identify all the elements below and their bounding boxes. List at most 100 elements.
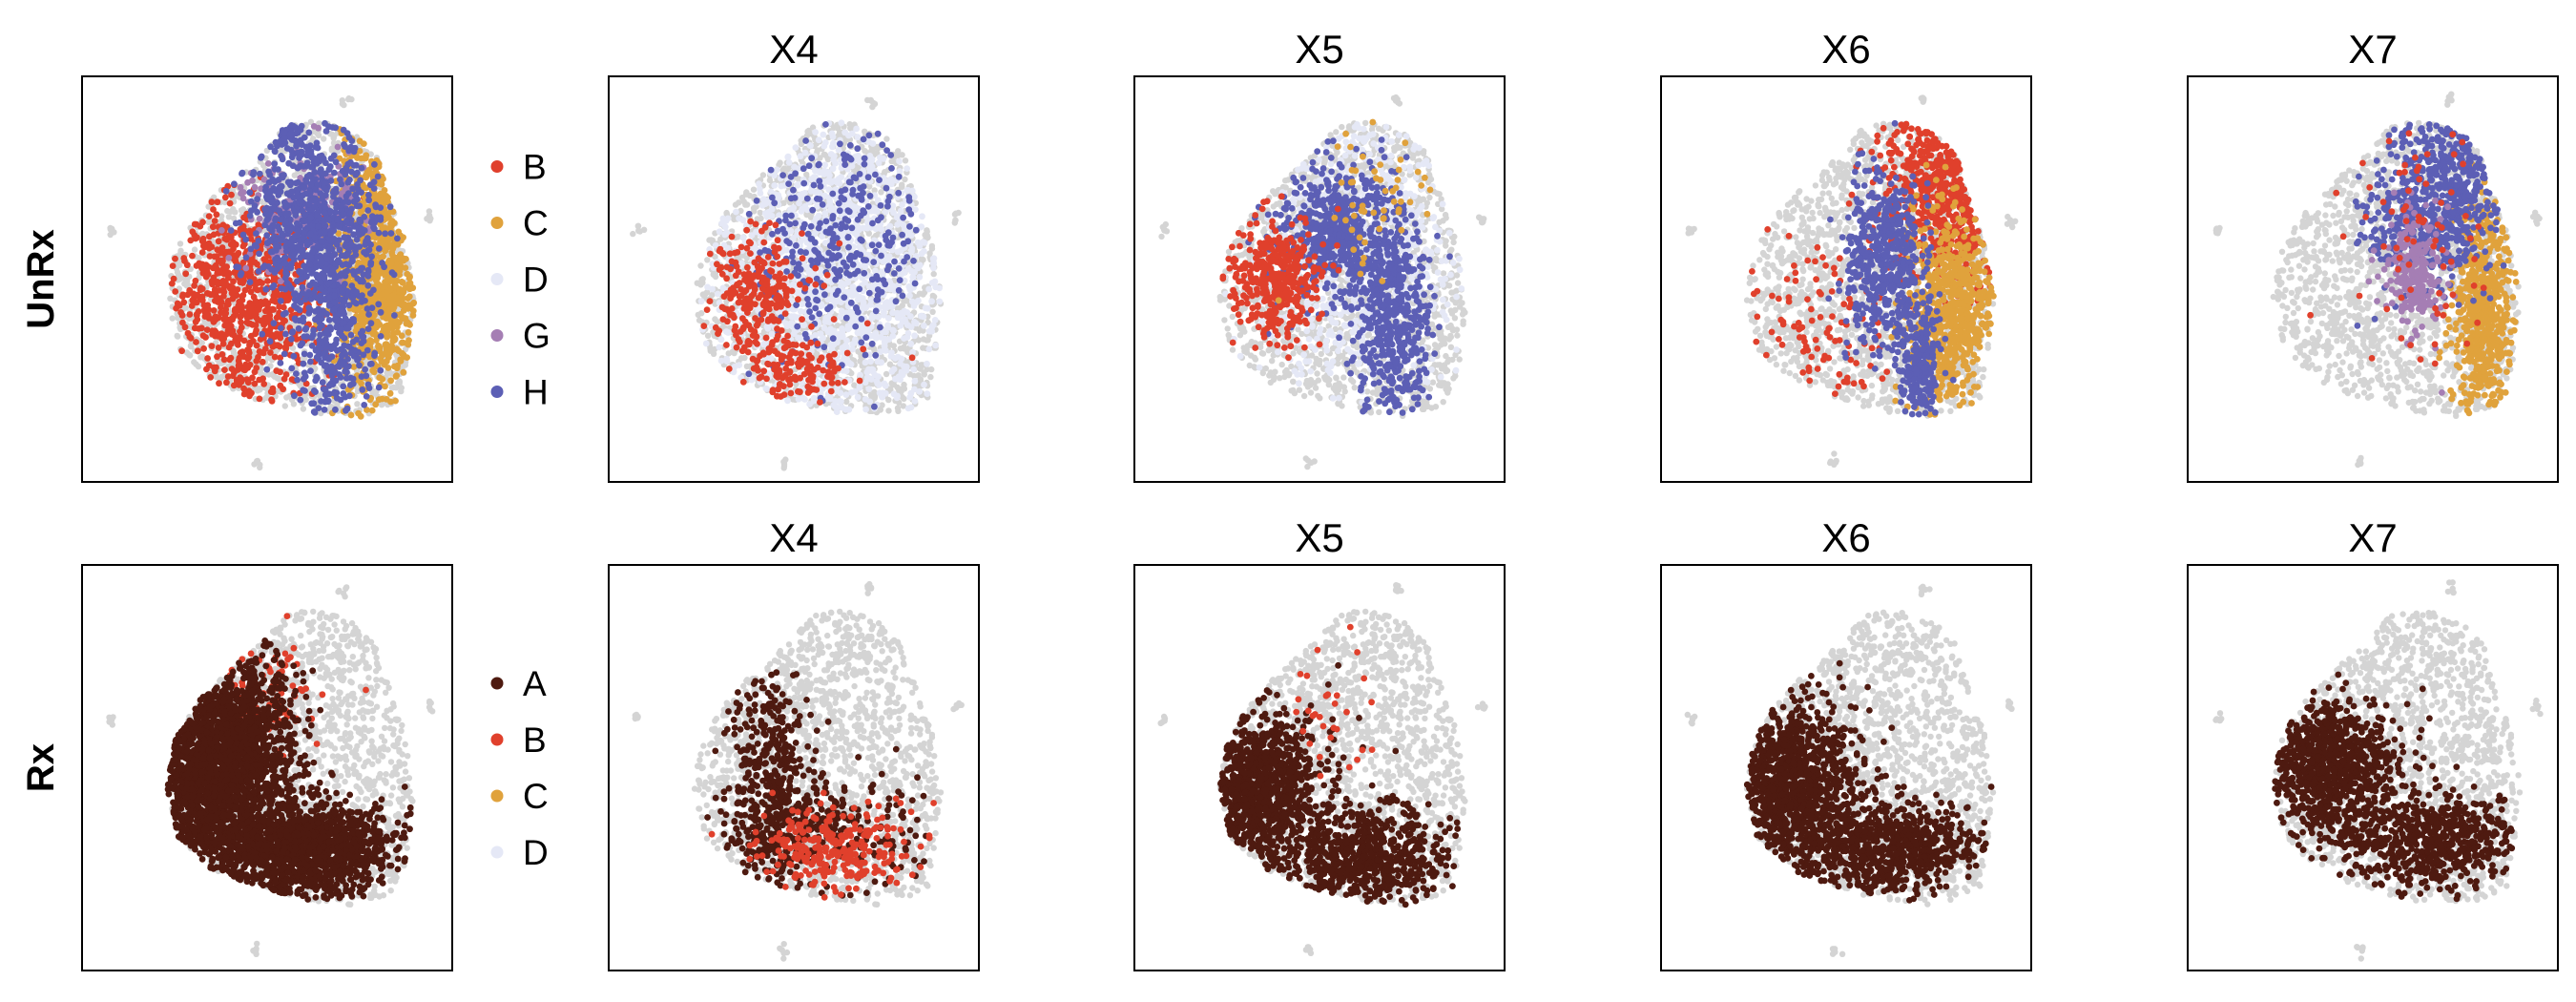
point-C: [397, 356, 404, 363]
point-B: [171, 276, 177, 282]
point-H: [254, 196, 260, 202]
point-B: [196, 308, 202, 315]
point-C: [390, 330, 397, 337]
background-point: [321, 136, 326, 141]
point-H: [331, 170, 338, 177]
point-B: [216, 238, 222, 244]
point-G: [244, 179, 251, 186]
point-C: [378, 191, 384, 198]
background-point: [224, 208, 230, 214]
point-H: [338, 181, 344, 188]
point-C: [390, 306, 397, 313]
point-C: [374, 319, 381, 325]
point-B: [204, 355, 211, 362]
point-H: [256, 251, 262, 258]
point-B: [219, 244, 226, 251]
background-point: [255, 387, 260, 393]
point-B: [248, 272, 255, 279]
point-B: [255, 287, 261, 294]
point-B: [246, 387, 253, 394]
panel-all: [82, 76, 452, 482]
point-B: [239, 376, 245, 383]
point-B: [277, 344, 283, 350]
point-B: [239, 280, 246, 286]
point-B: [228, 355, 235, 362]
point-C: [406, 293, 413, 300]
point-B: [231, 383, 238, 389]
point-G: [335, 144, 342, 151]
point-B: [236, 250, 242, 257]
point-B: [212, 218, 218, 224]
background-point: [175, 333, 180, 339]
background-point: [175, 269, 180, 275]
point-C: [380, 253, 386, 260]
point-C: [410, 307, 417, 314]
point-B: [205, 290, 212, 297]
background-point: [191, 359, 197, 365]
point-H: [223, 188, 230, 195]
point-B: [225, 302, 232, 308]
point-B: [189, 253, 196, 260]
point-G: [252, 184, 259, 191]
point-C: [363, 152, 369, 158]
background-point: [196, 364, 201, 369]
point-H: [238, 272, 244, 279]
point-B: [266, 312, 273, 319]
point-B: [222, 195, 229, 201]
point-B: [230, 279, 237, 285]
point-C: [405, 329, 412, 336]
point-C: [357, 137, 364, 144]
point-B: [221, 356, 228, 363]
point-H: [394, 236, 401, 242]
background-point: [292, 173, 298, 178]
point-H: [278, 298, 284, 304]
point-B: [189, 228, 196, 235]
point-G: [265, 160, 272, 167]
point-C: [384, 332, 391, 339]
point-B: [206, 245, 213, 252]
background-point: [177, 262, 182, 268]
point-B: [252, 330, 259, 337]
point-G: [225, 255, 232, 261]
point-C: [399, 302, 405, 308]
point-B: [248, 305, 255, 312]
point-B: [235, 303, 241, 309]
point-C: [391, 337, 398, 344]
point-G: [242, 265, 249, 272]
point-C: [385, 365, 392, 371]
point-B: [209, 281, 216, 287]
point-B: [256, 280, 262, 286]
point-H: [268, 266, 275, 273]
background-point: [258, 370, 263, 376]
point-C: [358, 323, 364, 329]
point-B: [270, 388, 277, 395]
point-B: [257, 396, 263, 403]
point-G: [257, 216, 263, 222]
point-C: [392, 283, 399, 290]
point-G: [238, 190, 244, 197]
point-G: [315, 125, 322, 132]
point-B: [187, 311, 194, 318]
point-B: [210, 206, 217, 213]
point-C: [406, 274, 413, 281]
point-B: [223, 379, 230, 386]
point-B: [181, 258, 188, 264]
point-B: [235, 337, 241, 344]
point-B: [218, 299, 225, 305]
background-point: [170, 315, 176, 321]
point-B: [170, 262, 177, 269]
point-C: [388, 242, 395, 249]
point-B: [258, 318, 264, 324]
point-H: [365, 197, 372, 203]
point-C: [385, 276, 392, 282]
background-point: [192, 246, 197, 252]
point-B: [193, 278, 199, 284]
point-C: [387, 297, 394, 303]
background-point: [346, 95, 352, 101]
point-B: [179, 293, 186, 300]
point-C: [387, 377, 394, 384]
point-H: [344, 161, 351, 168]
point-B: [222, 312, 229, 319]
point-B: [220, 278, 227, 284]
